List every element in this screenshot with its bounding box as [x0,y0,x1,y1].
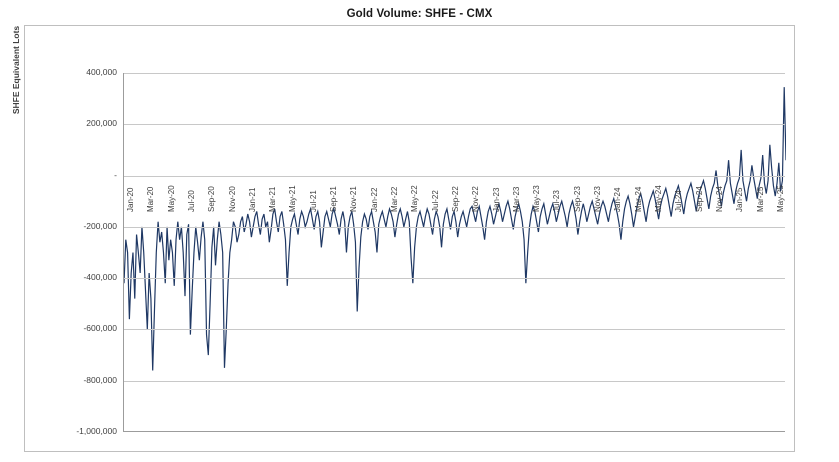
y-tick-label: -200,000 [83,220,117,231]
y-axis-tick-labels: 400,000 200,000 - -200,000 -400,000 -600,000 -… [12,0,117,462]
series-line-chart [124,87,786,371]
y-tick-label: - [114,169,117,180]
gridline [124,380,785,382]
plot-area [123,73,786,432]
gridline [124,124,785,126]
gridline [124,175,785,177]
y-tick-label: -800,000 [83,374,117,385]
chart-title: Gold Volume: SHFE - CMX [346,8,493,20]
gridline [124,329,785,331]
y-tick-label: 200,000 [86,118,117,129]
gridline [124,73,785,74]
series-path [124,87,786,371]
y-tick-label: -600,000 [83,323,117,334]
gridline [124,226,785,228]
y-tick-label: -400,000 [83,272,117,283]
gridline [124,278,785,280]
y-tick-label: 400,000 [86,67,117,77]
y-tick-label: -1,000,000 [76,426,117,436]
